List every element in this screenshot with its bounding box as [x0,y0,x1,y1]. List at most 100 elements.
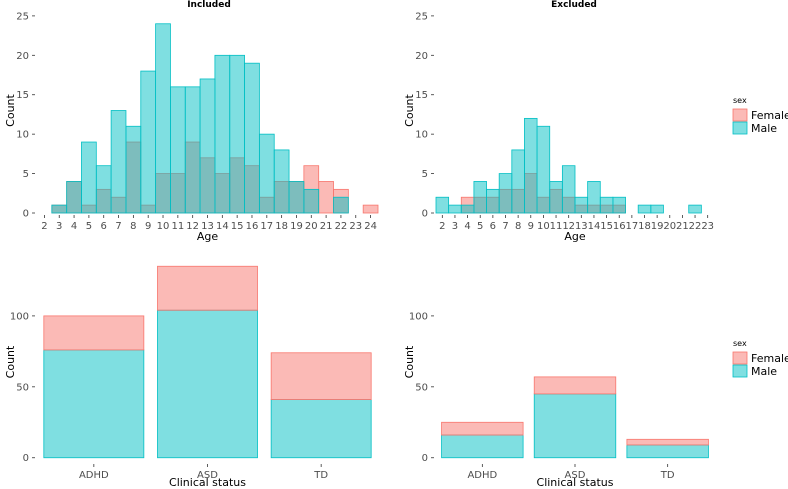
y-tick-label: 0 [23,453,29,464]
panel-title: Excluded [551,0,597,10]
male-bar [214,54,231,214]
x-tick-label: 3 [56,221,62,232]
x-tick-label: 14 [588,221,601,232]
x-tick-label: TD [313,470,328,481]
y-tick-label: 10 [16,130,29,141]
x-tick-label: 16 [613,221,626,232]
male-bar [549,181,563,214]
x-tick-label: 20 [663,221,676,232]
x-tick-label: 17 [625,221,638,232]
y-tick-label: 25 [16,11,29,22]
male-bar [626,444,709,459]
male-bar [273,149,290,214]
x-tick-label: 23 [349,221,362,232]
x-tick-label: 19 [651,221,664,232]
y-tick-label: 0 [422,209,428,220]
x-tick-label: 23 [701,221,714,232]
male-bar [498,173,513,214]
male-bar [524,117,538,214]
x-tick-label: 18 [638,221,651,232]
x-tick-label: 6 [490,221,496,232]
x-tick-label: ADHD [79,470,109,481]
x-tick-label: 8 [130,221,136,232]
male-bar [66,181,82,214]
x-tick-label: 20 [305,221,318,232]
legend-swatch-male [732,121,748,135]
y-axis-label: Count [4,93,17,126]
x-tick-label: 12 [562,221,575,232]
x-tick-label: 5 [477,221,483,232]
legend-title: sex [733,96,747,105]
x-tick-label: 8 [515,221,521,232]
y-tick-label: 100 [409,311,428,322]
x-tick-label: 18 [275,221,288,232]
female-bar [533,376,617,395]
legend-label-male: Male [751,122,777,135]
male-bar [448,204,462,214]
male-bar [258,133,275,214]
female-bar [441,421,524,436]
y-tick-label: 20 [415,51,428,62]
x-tick-label: 10 [157,221,170,232]
x-axis-label: Clinical status [537,476,614,489]
legend-title: sex [733,339,747,348]
x-tick-label: 24 [364,221,377,232]
x-tick-label: 19 [290,221,303,232]
female-bar [362,204,379,214]
y-tick-label: 0 [422,453,428,464]
x-tick-label: 22 [689,221,702,232]
y-tick-label: 5 [23,169,29,180]
male-bar [637,204,652,214]
x-tick-label: 2 [41,221,47,232]
male-bar [473,181,487,214]
male-bar [688,204,702,214]
male-bar [561,165,576,214]
male-bar [333,196,349,214]
y-tick-label: 10 [415,130,428,141]
male-bar [43,349,145,459]
x-tick-label: 6 [101,221,107,232]
x-tick-label: 21 [676,221,689,232]
female-bar [157,265,258,311]
male-bar [95,165,112,214]
panel-title: Included [187,0,231,10]
x-axis-label: Clinical status [169,476,246,489]
male-bar [170,86,186,214]
x-tick-label: ADHD [467,470,497,481]
legend-swatch-male [732,364,748,378]
x-tick-label: 13 [201,221,214,232]
legend-label-male: Male [751,365,777,378]
male-bar [288,181,305,214]
male-bar [599,196,614,214]
legend-swatch-female [732,108,748,122]
male-bar [199,78,216,214]
y-tick-label: 50 [16,382,29,393]
male-bar [650,204,664,214]
male-bar [435,196,450,214]
male-bar [460,204,475,214]
male-bar [184,86,201,214]
y-tick-label: 5 [422,169,428,180]
x-tick-label: 3 [452,221,458,232]
x-tick-label: 15 [600,221,613,232]
male-bar [157,309,258,459]
x-tick-label: 9 [145,221,151,232]
male-bar [486,188,500,214]
male-bar [536,125,551,214]
x-tick-label: 11 [171,221,184,232]
female-bar [43,315,145,351]
y-tick-label: 15 [415,90,428,101]
x-tick-label: 17 [260,221,273,232]
male-bar [270,399,372,459]
male-bar [229,54,245,214]
male-bar [140,70,157,214]
x-tick-label: 15 [231,221,244,232]
x-axis-label: Age [564,230,586,243]
male-bar [511,149,525,214]
x-tick-label: 9 [528,221,534,232]
male-bar [81,141,97,214]
y-tick-label: 50 [415,382,428,393]
legend-label-female: Female [751,109,788,122]
male-bar [51,204,68,214]
